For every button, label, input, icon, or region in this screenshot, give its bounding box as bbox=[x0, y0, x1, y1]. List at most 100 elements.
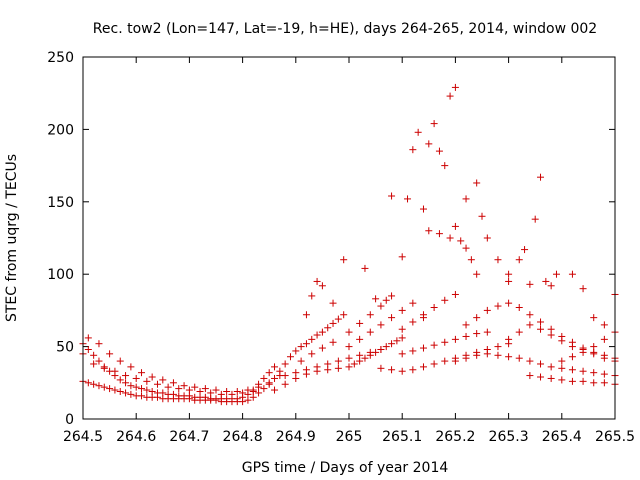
data-point bbox=[265, 369, 273, 377]
data-point bbox=[600, 370, 608, 378]
data-point bbox=[441, 296, 449, 304]
data-point bbox=[201, 385, 209, 393]
data-point bbox=[590, 343, 598, 351]
data-point bbox=[255, 383, 263, 391]
data-point bbox=[265, 380, 273, 388]
data-point bbox=[457, 237, 465, 245]
data-point bbox=[90, 380, 98, 388]
data-point bbox=[180, 382, 188, 390]
data-point bbox=[547, 374, 555, 382]
y-tick-label: 250 bbox=[47, 50, 74, 66]
data-point bbox=[350, 360, 358, 368]
data-point bbox=[451, 357, 459, 365]
data-point bbox=[84, 379, 92, 387]
data-point bbox=[345, 328, 353, 336]
data-point bbox=[435, 147, 443, 155]
data-point bbox=[345, 354, 353, 362]
data-point bbox=[558, 357, 566, 365]
chart-title: Rec. tow2 (Lon=147, Lat=-19, h=HE), days… bbox=[93, 21, 597, 37]
data-point bbox=[542, 277, 550, 285]
data-point bbox=[377, 345, 385, 353]
x-axis-label: GPS time / Days of year 2014 bbox=[242, 460, 449, 476]
data-point bbox=[313, 331, 321, 339]
data-point bbox=[233, 395, 241, 403]
data-point bbox=[111, 386, 119, 394]
data-point bbox=[521, 246, 529, 254]
x-tick-label: 265.3 bbox=[489, 429, 529, 445]
data-point bbox=[526, 321, 534, 329]
data-point bbox=[552, 270, 560, 278]
data-point bbox=[382, 296, 390, 304]
data-point bbox=[244, 386, 252, 394]
data-point bbox=[260, 385, 268, 393]
data-point bbox=[505, 270, 513, 278]
data-point bbox=[106, 385, 114, 393]
data-point bbox=[398, 367, 406, 375]
data-point bbox=[169, 379, 177, 387]
data-point bbox=[409, 299, 417, 307]
data-point bbox=[308, 335, 316, 343]
data-point bbox=[398, 350, 406, 358]
data-point bbox=[84, 345, 92, 353]
data-point bbox=[430, 120, 438, 128]
data-point bbox=[441, 357, 449, 365]
data-point bbox=[462, 195, 470, 203]
data-point bbox=[419, 314, 427, 322]
data-point bbox=[356, 319, 364, 327]
data-point bbox=[414, 128, 422, 136]
data-point bbox=[462, 244, 470, 252]
data-point bbox=[388, 314, 396, 322]
data-point bbox=[340, 256, 348, 264]
data-point bbox=[318, 344, 326, 352]
y-tick-label: 100 bbox=[47, 267, 74, 283]
data-point bbox=[590, 379, 598, 387]
data-point bbox=[419, 344, 427, 352]
data-point bbox=[95, 340, 103, 348]
data-point bbox=[223, 387, 231, 395]
data-point bbox=[404, 195, 412, 203]
data-point bbox=[537, 360, 545, 368]
data-point bbox=[494, 256, 502, 264]
data-point bbox=[483, 328, 491, 336]
y-axis: 0 50 100 150 200 250 bbox=[47, 50, 615, 428]
data-point bbox=[478, 212, 486, 220]
data-point bbox=[281, 360, 289, 368]
data-point bbox=[526, 372, 534, 380]
x-tick-label: 265.4 bbox=[542, 429, 582, 445]
data-point bbox=[537, 173, 545, 181]
data-point bbox=[473, 351, 481, 359]
y-tick-label: 150 bbox=[47, 195, 74, 211]
x-tick-label: 265.2 bbox=[435, 429, 475, 445]
data-point bbox=[441, 338, 449, 346]
data-point bbox=[106, 350, 114, 358]
x-tick-label: 265.1 bbox=[382, 429, 422, 445]
data-point bbox=[366, 311, 374, 319]
data-point bbox=[568, 270, 576, 278]
data-point bbox=[398, 325, 406, 333]
data-point bbox=[271, 363, 279, 371]
data-point bbox=[388, 292, 396, 300]
data-point bbox=[90, 360, 98, 368]
data-point bbox=[292, 374, 300, 382]
data-point bbox=[505, 353, 513, 361]
data-point bbox=[568, 377, 576, 385]
data-point bbox=[366, 351, 374, 359]
data-point bbox=[579, 367, 587, 375]
data-point bbox=[286, 353, 294, 361]
data-point bbox=[430, 341, 438, 349]
data-point bbox=[600, 321, 608, 329]
data-point bbox=[297, 357, 305, 365]
data-point bbox=[122, 389, 130, 397]
data-point bbox=[462, 354, 470, 362]
data-point bbox=[281, 380, 289, 388]
data-point bbox=[505, 335, 513, 343]
data-point bbox=[398, 253, 406, 261]
data-point bbox=[393, 337, 401, 345]
data-point bbox=[90, 351, 98, 359]
data-point bbox=[356, 335, 364, 343]
data-point bbox=[515, 354, 523, 362]
data-point bbox=[537, 325, 545, 333]
data-point bbox=[462, 332, 470, 340]
data-point bbox=[228, 390, 236, 398]
